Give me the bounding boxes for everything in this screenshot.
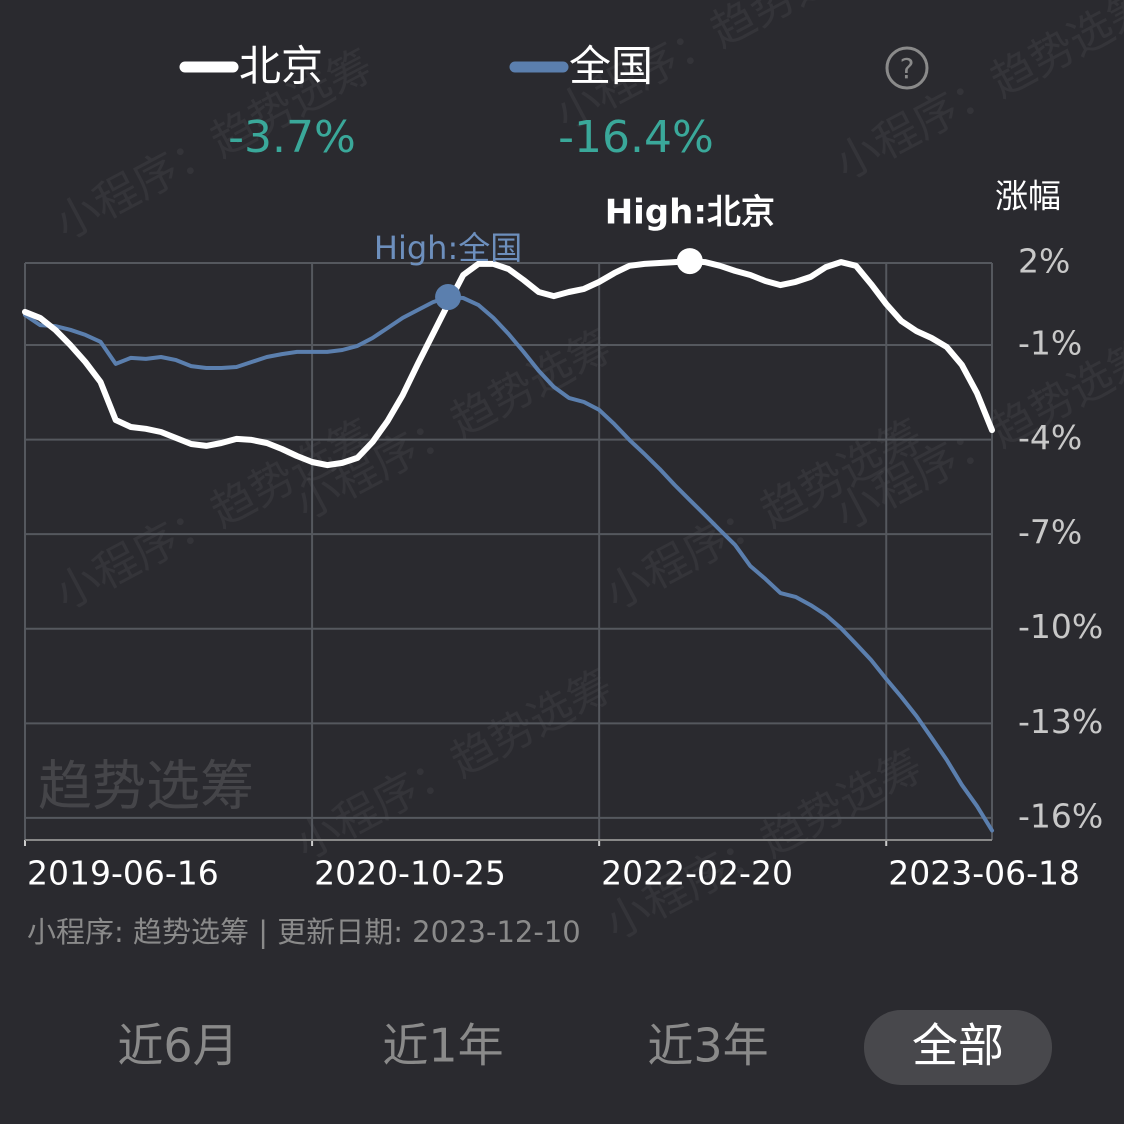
tab-selected-bg: [864, 1010, 1052, 1085]
watermark-small: 小程序：趋势选筹: [287, 660, 622, 870]
y-tick-label: -4%: [1018, 418, 1082, 457]
y-tick-label: 2%: [1018, 242, 1070, 281]
legend-label: 北京: [239, 42, 323, 91]
change-label: -3.7%: [228, 112, 356, 163]
y-tick-label: -13%: [1018, 702, 1103, 741]
high-annotation: High:全国: [374, 229, 522, 267]
help-icon[interactable]: ?: [900, 52, 915, 85]
x-tick-label: 2022-02-20: [601, 854, 793, 893]
line-series: [23, 295, 994, 833]
watermark: 趋势选筹: [38, 755, 254, 818]
x-tick-label: 2020-10-25: [314, 854, 506, 893]
y-tick-label: -1%: [1018, 323, 1082, 362]
high-marker: [435, 284, 462, 311]
y-tick-label: -16%: [1018, 796, 1103, 835]
line-series: [22, 258, 995, 469]
change-label: -16.4%: [558, 112, 714, 163]
footer: 小程序: 趋势选筹 | 更新日期: 2023-12-10: [27, 915, 581, 949]
high-marker: [676, 248, 703, 275]
watermark-small: 小程序：趋势选筹: [597, 740, 932, 950]
watermark-small: 小程序：趋势选筹: [827, 0, 1124, 190]
tab[interactable]: 近6月: [117, 1019, 238, 1073]
y-axis-title: 涨幅: [995, 177, 1061, 216]
help-icon-ring: [885, 46, 929, 90]
tab[interactable]: 近1年: [382, 1019, 503, 1073]
tab[interactable]: 近3年: [647, 1019, 768, 1073]
high-annotation: High:北京: [605, 193, 775, 233]
legend-label: 全国: [569, 42, 653, 91]
y-tick-label: -7%: [1018, 513, 1082, 552]
y-tick-label: -10%: [1018, 607, 1103, 646]
tab[interactable]: 全部: [912, 1019, 1004, 1073]
x-tick-label: 2019-06-16: [27, 854, 219, 893]
x-tick-label: 2023-06-18: [888, 854, 1080, 893]
